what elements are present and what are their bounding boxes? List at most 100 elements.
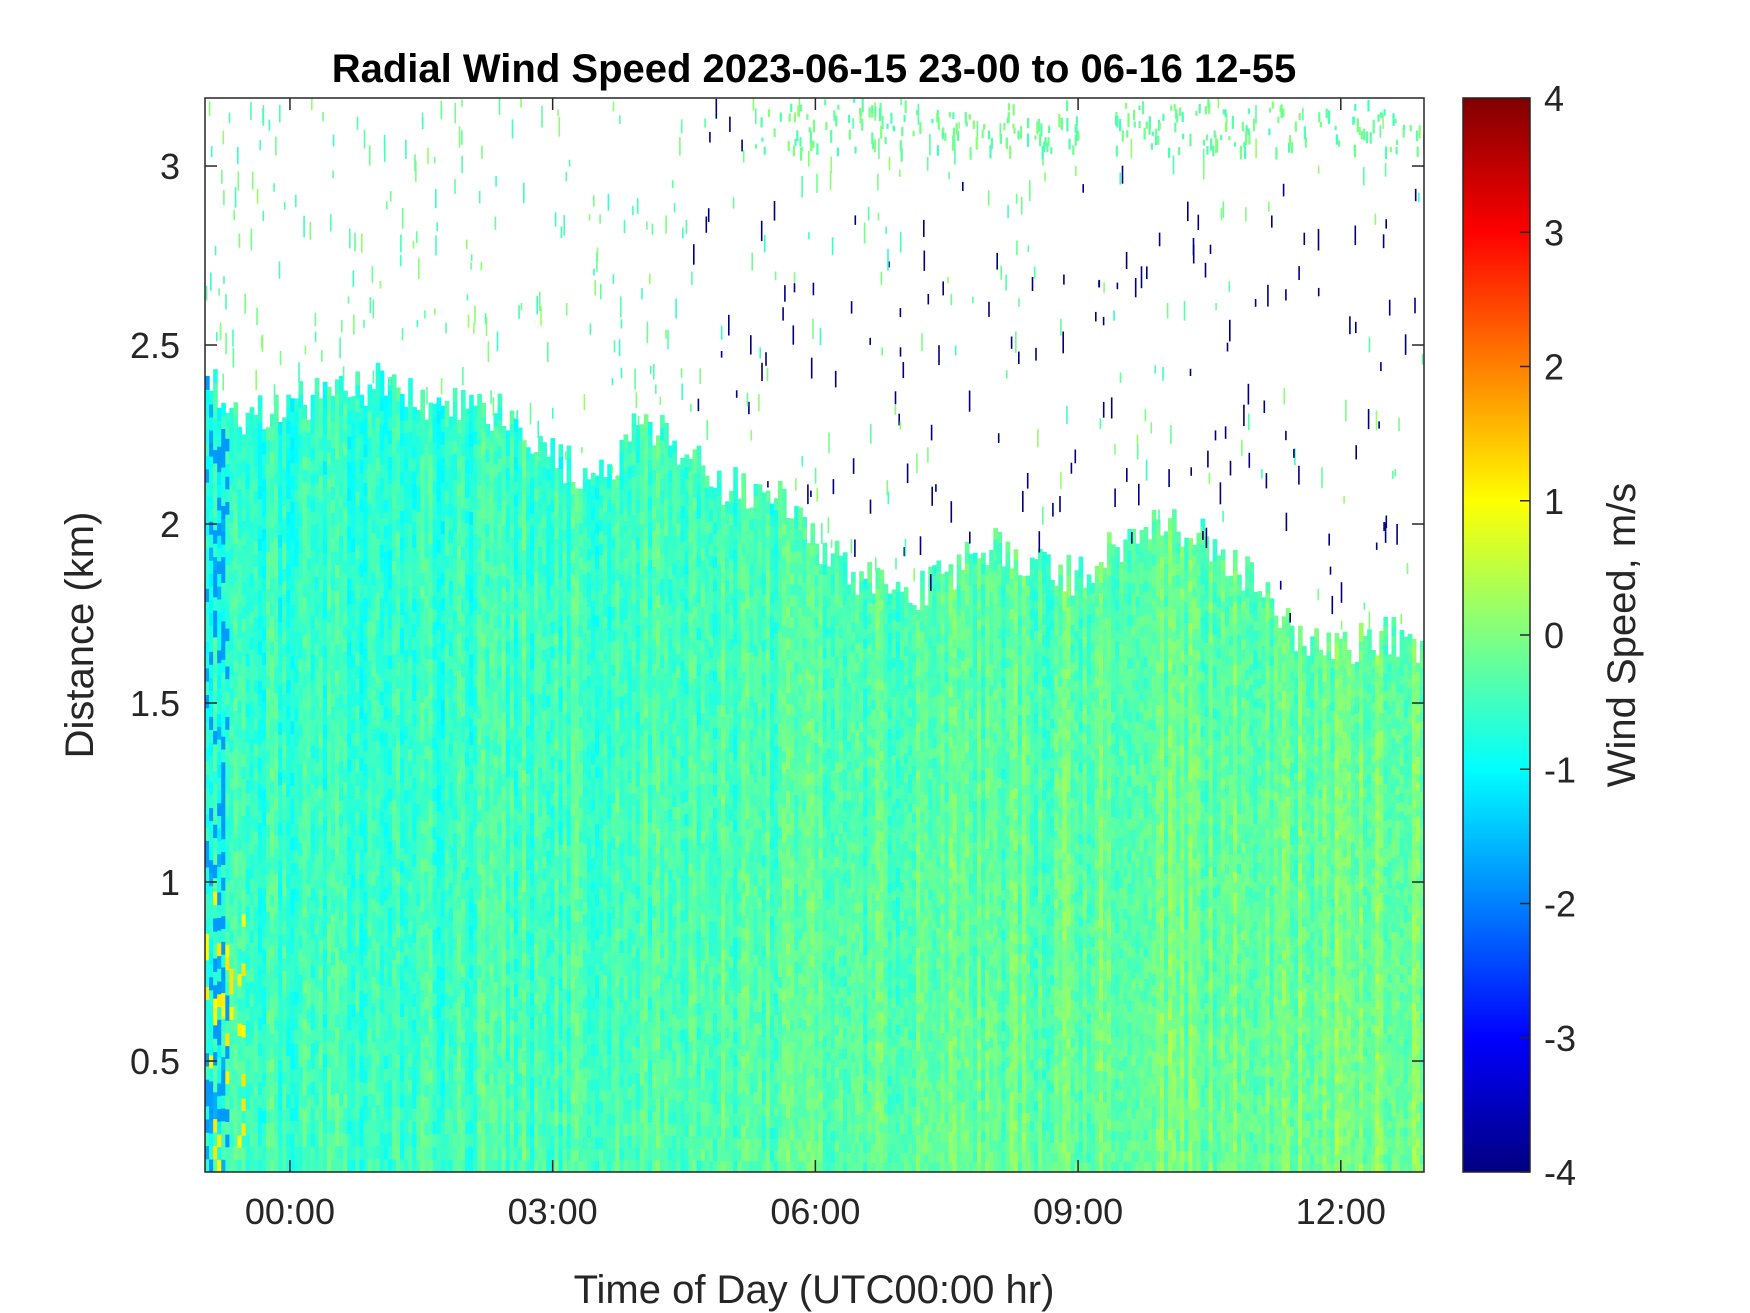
heatmap-cell	[380, 678, 385, 692]
heatmap-cell	[494, 628, 499, 641]
heatmap-cell	[209, 482, 214, 496]
heatmap-cell	[286, 770, 291, 784]
heatmap-cell	[298, 1040, 303, 1054]
heatmap-cell	[221, 1082, 226, 1095]
heatmap-cell	[372, 846, 377, 860]
heatmap-cell	[359, 460, 364, 474]
heatmap-cell	[323, 421, 328, 435]
heatmap-cell	[347, 797, 352, 811]
heatmap-cell	[363, 661, 368, 674]
heatmap-cell	[242, 1012, 247, 1025]
heatmap-cell	[270, 831, 275, 844]
heatmap-cell	[368, 805, 373, 819]
heatmap-cell	[307, 946, 312, 959]
heatmap-cell	[270, 452, 275, 465]
heatmap-cell	[514, 1059, 519, 1072]
heatmap-cell	[485, 624, 490, 637]
heatmap-cell	[262, 1073, 267, 1086]
heatmap-cell	[282, 480, 287, 493]
heatmap-cell	[416, 842, 421, 855]
heatmap-cell	[392, 481, 397, 495]
heatmap-cell	[242, 496, 247, 509]
heatmap-cell	[274, 628, 279, 642]
heatmap-cell	[209, 1016, 214, 1030]
heatmap-cell	[441, 853, 446, 866]
heatmap-cell	[506, 715, 511, 728]
heatmap-cell	[404, 560, 409, 573]
heatmap-cell	[266, 874, 271, 887]
heatmap-cell	[298, 1159, 303, 1173]
heatmap-cell	[457, 696, 462, 709]
heatmap-cell	[254, 693, 259, 706]
heatmap-cell	[376, 1105, 381, 1119]
heatmap-cell	[477, 861, 482, 875]
heatmap-cell	[477, 562, 482, 576]
heatmap-cell	[327, 858, 332, 872]
heatmap-cell	[307, 871, 312, 884]
heatmap-cell	[396, 688, 401, 702]
heatmap-cell	[331, 1146, 336, 1160]
heatmap-cell	[380, 504, 385, 518]
heatmap-cell	[278, 435, 283, 448]
heatmap-cell	[522, 538, 527, 551]
heatmap-cell	[351, 1159, 356, 1173]
heatmap-cell	[327, 1041, 332, 1055]
heatmap-cell	[327, 845, 332, 859]
heatmap-cell	[323, 698, 328, 712]
heatmap-cell	[254, 541, 259, 554]
heatmap-cell	[526, 894, 531, 907]
heatmap-cell	[363, 572, 368, 585]
heatmap-cell	[437, 1069, 442, 1083]
heatmap-cell	[294, 1004, 299, 1017]
heatmap-cell	[298, 460, 303, 474]
heatmap-cell	[303, 1057, 308, 1070]
heatmap-cell	[254, 642, 259, 655]
heatmap-cell	[311, 537, 316, 551]
heatmap-cell	[445, 774, 450, 787]
heatmap-cell	[514, 519, 519, 532]
heatmap-cell	[368, 1159, 373, 1173]
heatmap-cell	[274, 472, 279, 486]
heatmap-cell	[380, 1012, 385, 1026]
heatmap-cell	[298, 697, 303, 711]
heatmap-cell	[404, 687, 409, 700]
heatmap-cell	[510, 893, 515, 906]
heatmap-cell	[250, 496, 255, 509]
heatmap-cell	[408, 841, 413, 855]
heatmap-cell	[473, 1070, 478, 1083]
heatmap-cell	[254, 566, 259, 579]
heatmap-cell	[266, 924, 271, 937]
heatmap-cell	[307, 808, 312, 821]
heatmap-cell	[485, 1047, 490, 1060]
heatmap-cell	[494, 906, 499, 919]
heatmap-cell	[376, 740, 381, 754]
heatmap-cell	[270, 616, 275, 629]
heatmap-cell	[262, 751, 267, 764]
heatmap-cell	[473, 1019, 478, 1032]
heatmap-cell	[384, 641, 389, 655]
heatmap-cell	[477, 796, 482, 810]
heatmap-cell	[274, 822, 279, 836]
heatmap-cell	[518, 452, 523, 465]
heatmap-cell	[262, 1011, 267, 1024]
heatmap-cell	[514, 1097, 519, 1110]
heatmap-cell	[229, 854, 234, 867]
heatmap-cell	[217, 663, 222, 676]
heatmap-cell	[254, 629, 259, 642]
heatmap-cell	[534, 920, 539, 933]
heatmap-cell	[485, 736, 490, 749]
heatmap-cell	[311, 913, 316, 927]
heatmap-cell	[221, 608, 226, 621]
heatmap-cell	[449, 958, 454, 971]
heatmap-cell	[433, 942, 438, 955]
heatmap-cell	[229, 624, 234, 637]
heatmap-cell	[242, 545, 247, 558]
heatmap-cell	[380, 878, 385, 892]
heatmap-cell	[392, 1026, 397, 1040]
heatmap-cell	[274, 1107, 279, 1121]
heatmap-cell	[384, 1030, 389, 1044]
heatmap-cell	[331, 654, 336, 668]
heatmap-cell	[457, 746, 462, 759]
heatmap-cell	[473, 827, 478, 840]
heatmap-cell	[368, 608, 373, 622]
